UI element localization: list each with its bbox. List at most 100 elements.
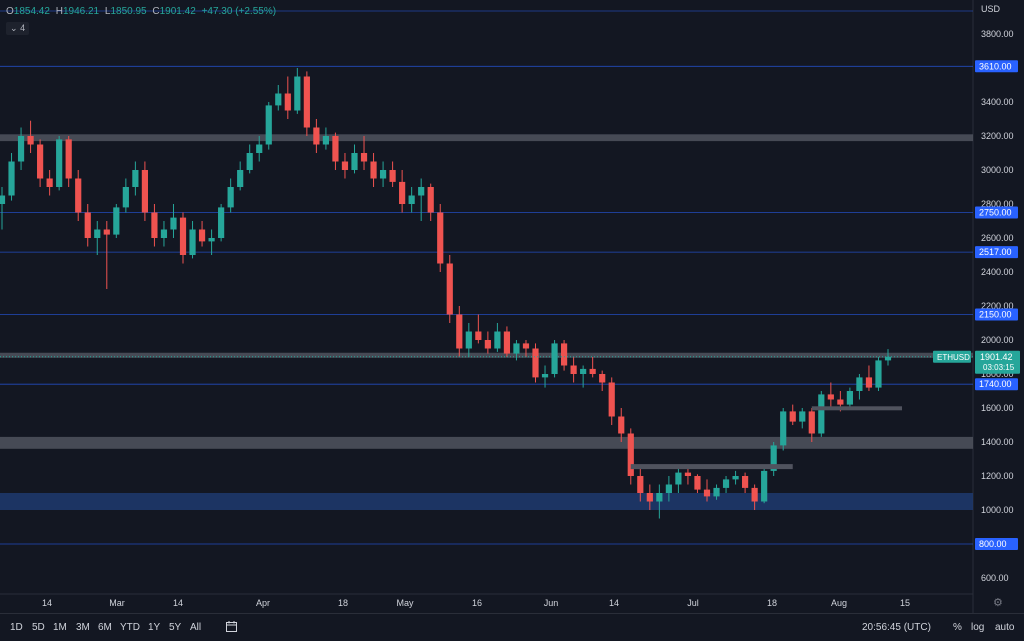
candle-body-45 [427, 187, 434, 213]
candle-body-18 [170, 217, 177, 230]
candle-body-16 [151, 212, 158, 238]
candle-body-60 [570, 365, 577, 374]
candle-body-1 [8, 161, 15, 196]
timeframe-all[interactable]: All [190, 622, 202, 633]
candle-body-64 [608, 382, 615, 417]
level-tag-label-3: 2150.00 [979, 310, 1012, 320]
open-label: O [6, 6, 14, 17]
gear-icon[interactable]: ⚙ [993, 597, 1003, 609]
level-tag-5 [975, 538, 1018, 550]
candle-body-27 [256, 144, 263, 153]
candle-body-32 [303, 76, 310, 128]
candle-body-81 [770, 445, 777, 471]
candle-body-86 [818, 394, 825, 434]
timeframe-1m[interactable]: 1M [53, 622, 67, 633]
range-line-0 [630, 464, 793, 470]
time-tick-5: May [396, 598, 414, 608]
candle-body-68 [646, 493, 653, 502]
candle-body-82 [780, 411, 787, 446]
candle-body-49 [465, 331, 472, 349]
timeframe-5y[interactable]: 5Y [169, 622, 182, 633]
candle-body-55 [522, 343, 530, 349]
candle-body-65 [618, 416, 625, 434]
auto-toggle[interactable]: auto [995, 622, 1015, 633]
percent-toggle[interactable]: % [953, 622, 962, 633]
candle-body-35 [332, 136, 339, 162]
candle-body-91 [865, 377, 873, 388]
candle-body-30 [284, 93, 291, 111]
close-value: 1901.42 [159, 6, 196, 17]
price-tick-6: 2400.00 [981, 267, 1014, 277]
candle-body-77 [732, 476, 739, 480]
timeframe-3m[interactable]: 3M [76, 622, 90, 633]
level-tag-label-5: 800.00 [979, 539, 1007, 549]
countdown-label: 03:03:15 [983, 363, 1015, 372]
candle-body-28 [265, 105, 272, 145]
candle-body-84 [799, 411, 806, 422]
candle-body-25 [237, 170, 244, 187]
level-tag-label-4: 1740.00 [979, 379, 1012, 389]
time-tick-1: Mar [109, 598, 125, 608]
candle-body-74 [703, 489, 711, 497]
candle-body-92 [875, 360, 882, 388]
price-tick-5: 2600.00 [981, 233, 1014, 243]
timeframe-1d[interactable]: 1D [10, 622, 23, 633]
level-tag-4 [975, 378, 1018, 391]
candle-body-24 [227, 187, 234, 208]
zone-band-2 [0, 436, 973, 449]
candle-body-11 [103, 229, 110, 235]
price-tick-11: 1400.00 [981, 437, 1014, 447]
level-tag-label-1: 2750.00 [979, 208, 1012, 218]
candle-body-33 [313, 127, 320, 145]
date-range-icon[interactable] [226, 621, 237, 632]
change-value: +47.30 (+2.55%) [201, 6, 277, 17]
candle-body-15 [141, 170, 148, 213]
price-tick-1: 3400.00 [981, 97, 1014, 107]
zone-band-3 [0, 493, 973, 510]
high-value: 1946.21 [62, 6, 100, 17]
candle-body-12 [113, 207, 120, 235]
last-price-tag [975, 350, 1020, 374]
candle-body-14 [132, 170, 139, 187]
candle-body-56 [532, 348, 539, 378]
candle-body-89 [846, 391, 853, 405]
candle-body-67 [637, 476, 644, 493]
candle-body-54 [513, 343, 520, 354]
level-tag-2 [975, 246, 1018, 259]
symbol-tag [933, 350, 971, 363]
level-tag-0 [975, 60, 1018, 73]
candle-body-17 [160, 229, 168, 238]
time-tick-4: 18 [338, 598, 348, 608]
candle-body-43 [408, 195, 415, 204]
price-tick-0: 3800.00 [981, 29, 1014, 39]
time-tick-3: Apr [256, 598, 270, 608]
candle-body-6 [56, 139, 63, 187]
candle-body-85 [808, 411, 815, 434]
timeframe-1y[interactable]: 1Y [148, 622, 161, 633]
level-tag-label-0: 3610.00 [979, 61, 1012, 71]
candle-body-58 [551, 343, 558, 374]
candle-body-79 [751, 487, 758, 502]
candle-body-69 [656, 493, 663, 502]
candle-body-3 [27, 136, 34, 145]
timeframe-6m[interactable]: 6M [98, 622, 112, 633]
candle-body-57 [541, 374, 549, 378]
log-toggle[interactable]: log [971, 622, 985, 633]
candle-body-61 [580, 368, 587, 374]
level-tag-1 [975, 206, 1018, 219]
open-value: 1854.42 [13, 6, 50, 17]
timeframe-5d[interactable]: 5D [32, 622, 45, 633]
timeframe-ytd[interactable]: YTD [120, 622, 140, 633]
candle-body-36 [341, 161, 349, 170]
indicator-toggle[interactable]: ⌄ 4 [6, 22, 30, 35]
clock-display[interactable]: 20:56:45 (UTC) [862, 622, 931, 633]
candle-body-76 [722, 479, 730, 488]
candle-body-26 [246, 153, 253, 170]
candle-body-47 [446, 263, 453, 315]
time-tick-11: Aug [831, 598, 847, 608]
candle-body-22 [208, 238, 215, 242]
candle-body-13 [122, 187, 129, 208]
time-tick-6: 16 [472, 598, 482, 608]
price-tick-14: 600.00 [981, 573, 1009, 583]
